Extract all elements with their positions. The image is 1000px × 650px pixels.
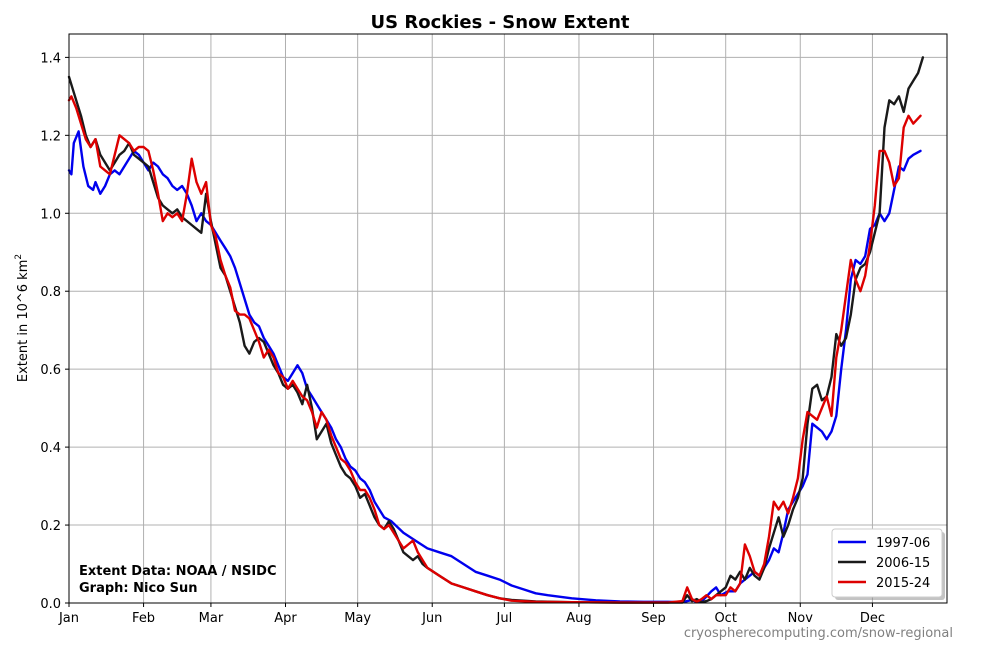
x-tick-label: Feb (132, 611, 155, 626)
grid (68, 34, 947, 604)
x-tick-label: Jul (496, 611, 513, 626)
x-tick-label: Nov (788, 611, 814, 626)
x-tick-label: Sep (641, 611, 666, 626)
x-axis-ticks: Jan Feb Mar Apr May Jun Jul Aug Sep Oct Nov Dec (58, 603, 885, 626)
legend-label: 1997-06 (876, 536, 930, 551)
y-tick-label: 1.0 (40, 207, 61, 222)
credit-graph-author: Graph: Nico Sun (79, 581, 198, 596)
legend-box (831, 528, 943, 598)
series-lines (67, 56, 925, 604)
x-tick-label: Dec (860, 611, 885, 626)
watermark-url: cryospherecomputing.com/snow-regional (684, 626, 953, 641)
y-axis-label: Extent in 10^6 km2 (14, 254, 31, 382)
x-tick-label: Apr (274, 611, 297, 626)
series-line-2006-15 (67, 56, 925, 604)
chart-title: US Rockies - Snow Extent (371, 12, 630, 33)
series-line-1997-06 (67, 130, 922, 604)
x-tick-label: Aug (566, 611, 591, 626)
x-tick-label: May (344, 611, 371, 626)
y-tick-label: 0.4 (40, 441, 61, 456)
legend-label: 2015-24 (876, 576, 930, 591)
y-tick-label: 1.2 (40, 129, 61, 144)
y-tick-label: 0.8 (40, 285, 61, 300)
x-tick-label: Oct (714, 611, 736, 626)
y-tick-label: 0.0 (40, 597, 61, 612)
series-line-2015-24 (67, 95, 922, 604)
y-tick-label: 0.6 (40, 363, 61, 378)
credit-data-source: Extent Data: NOAA / NSIDC (79, 564, 276, 579)
x-tick-label: Mar (199, 611, 224, 626)
y-tick-label: 0.2 (40, 519, 61, 534)
y-tick-label: 1.4 (40, 51, 61, 66)
x-tick-label: Jan (58, 611, 79, 626)
x-tick-label: Jun (421, 611, 442, 626)
legend: 1997-06 2006-15 2015-24 (831, 528, 945, 600)
y-axis-ticks: 0.0 0.2 0.4 0.6 0.8 1.0 1.2 1.4 (40, 51, 69, 612)
legend-label: 2006-15 (876, 556, 930, 571)
plot-frame (68, 33, 948, 604)
